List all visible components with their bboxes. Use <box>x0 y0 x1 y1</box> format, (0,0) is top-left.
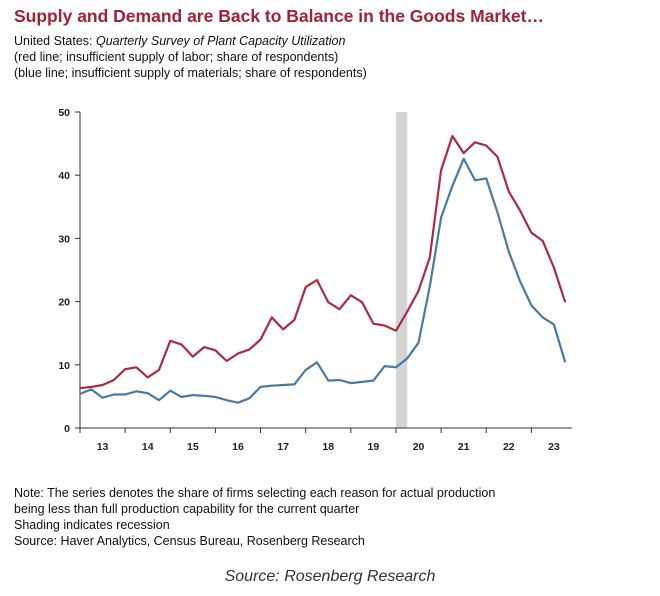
subtitle-survey-name: Quarterly Survey of Plant Capacity Utili… <box>96 34 346 48</box>
x-tick-label: 13 <box>97 441 109 453</box>
red-line-description: (red line; insufficient supply of labor;… <box>14 50 339 64</box>
x-tick-label: 20 <box>413 441 425 453</box>
x-tick-label: 19 <box>368 441 380 453</box>
x-tick-label: 14 <box>142 441 154 453</box>
chart-subtitle: United States: Quarterly Survey of Plant… <box>14 34 345 48</box>
blue-line-description: (blue line; insufficient supply of mater… <box>14 66 367 80</box>
x-tick-label: 21 <box>458 441 470 453</box>
y-tick-label: 10 <box>58 360 70 372</box>
y-tick-label: 40 <box>58 170 70 182</box>
recession-shading <box>395 112 408 428</box>
y-tick-label: 50 <box>58 107 70 119</box>
y-tick-label: 30 <box>58 233 70 245</box>
note-line-1: Note: The series denotes the share of fi… <box>14 486 496 500</box>
materials-shortage-line <box>79 157 567 404</box>
note-line-3: Shading indicates recession <box>14 518 170 532</box>
line-chart: 0 10 20 30 40 50 13 14 15 16 17 18 19 20 21 22 23 <box>58 107 572 453</box>
x-tick-label: 23 <box>548 441 560 453</box>
chart-title: Supply and Demand are Back to Balance in… <box>14 6 544 26</box>
labor-shortage-line <box>79 134 567 390</box>
y-tick-label: 0 <box>64 423 70 435</box>
x-tick-label: 17 <box>277 441 289 453</box>
y-tick-label: 20 <box>58 297 70 309</box>
note-line-2: being less than full production capabili… <box>14 502 360 516</box>
x-tick-label: 16 <box>232 441 244 453</box>
subtitle-prefix: United States: <box>14 34 96 48</box>
image-caption: Source: Rosenberg Research <box>224 568 436 585</box>
x-tick-label: 22 <box>503 441 515 453</box>
x-tick-label: 18 <box>322 441 334 453</box>
x-tick-label: 15 <box>187 441 199 453</box>
note-line-4: Source: Haver Analytics, Census Bureau, … <box>14 534 365 548</box>
